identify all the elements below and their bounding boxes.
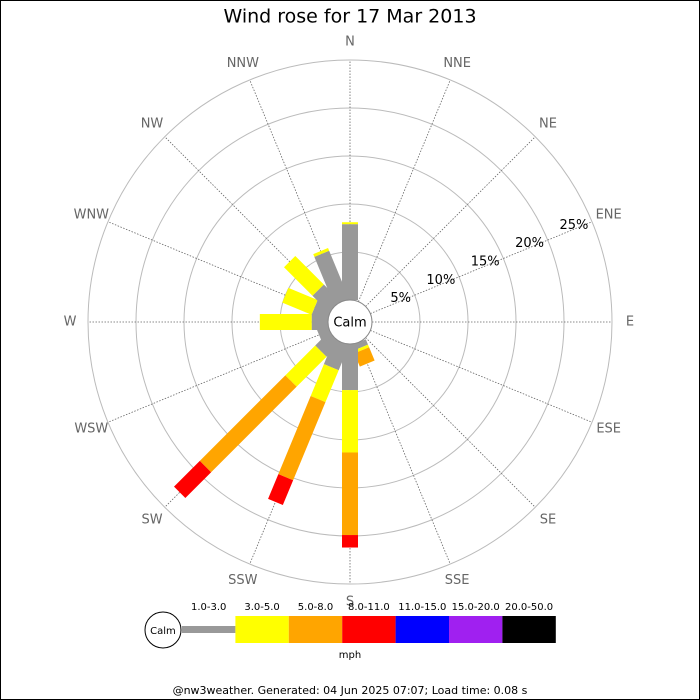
footer: @nw3weather. Generated: 04 Jun 2025 07:0… xyxy=(173,684,528,697)
r-tick-label: 10% xyxy=(426,273,455,288)
wind-bar xyxy=(315,331,341,357)
calm-label: Calm xyxy=(333,316,366,331)
direction-label: NNE xyxy=(443,56,471,71)
wind-bar xyxy=(342,224,358,300)
wind-bar xyxy=(342,535,358,548)
wind-bar xyxy=(313,248,330,257)
wind-bar xyxy=(342,452,358,536)
wind-bar xyxy=(174,460,212,498)
wind-bar xyxy=(342,222,358,225)
legend-calm xyxy=(144,611,182,649)
legend-label: 15.0-20.0 xyxy=(452,602,500,613)
wind-bar xyxy=(282,287,318,315)
spoke xyxy=(358,342,451,565)
legend-swatch xyxy=(342,616,396,643)
direction-label: WNW xyxy=(74,207,110,222)
legend-label: 11.0-15.0 xyxy=(398,602,446,613)
direction-label: E xyxy=(626,315,634,330)
r-tick-label: 25% xyxy=(559,218,588,233)
direction-label: ESE xyxy=(596,422,621,437)
wind-bar xyxy=(342,390,358,453)
rose: N NNE NE ENE E ESE SE SSE S SSW SW WSW W WNW NW NNW 5% 10… xyxy=(64,35,635,610)
legend-label: 5.0-8.0 xyxy=(298,602,333,613)
direction-label: WSW xyxy=(74,422,108,437)
wind-bar xyxy=(283,255,324,296)
legend-swatch xyxy=(288,616,343,643)
legend-swatch xyxy=(502,616,556,643)
spoke xyxy=(365,337,536,508)
legend-swatch xyxy=(235,616,289,643)
direction-label: SSW xyxy=(228,573,258,588)
wind-bar xyxy=(354,347,375,367)
legend-calm-label: Calm xyxy=(150,626,176,637)
r-tick-label: 5% xyxy=(390,291,411,306)
units: mph xyxy=(339,650,361,661)
legend-swatch xyxy=(182,626,236,633)
legend-swatch xyxy=(449,616,503,643)
legend-label: 8.0-11.0 xyxy=(348,602,390,613)
direction-label: NW xyxy=(141,117,164,132)
wind-bar xyxy=(199,375,297,473)
legend-label: 3.0-5.0 xyxy=(244,602,279,613)
legend-label: 1.0-3.0 xyxy=(191,602,226,613)
wind-bar xyxy=(268,474,294,506)
direction-label: N xyxy=(345,35,355,50)
wind-bar xyxy=(310,364,339,403)
spoke xyxy=(370,330,593,423)
spoke xyxy=(358,79,451,302)
wind-bar xyxy=(285,345,327,387)
direction-label: ENE xyxy=(596,207,622,222)
legend-swatch xyxy=(395,616,449,643)
spoke xyxy=(365,136,536,307)
r-tick-label: 15% xyxy=(471,255,500,270)
calm-circle xyxy=(327,299,373,345)
chart-title: Wind rose for 17 Mar 2013 xyxy=(223,6,476,28)
direction-label: SW xyxy=(141,512,162,527)
wind-bar xyxy=(314,250,349,305)
direction-label: SE xyxy=(540,512,556,527)
legend-label: 20.0-50.0 xyxy=(505,602,553,613)
spoke xyxy=(107,330,330,423)
r-tick-label: 20% xyxy=(515,236,544,251)
direction-label: S xyxy=(346,595,354,610)
wind-bar xyxy=(278,396,326,481)
wind-bar xyxy=(312,284,341,313)
ring xyxy=(87,59,613,585)
direction-label: SSE xyxy=(445,573,470,588)
direction-label: NE xyxy=(539,117,557,132)
direction-label: W xyxy=(64,315,77,330)
spoke xyxy=(370,221,593,314)
wind-bar xyxy=(259,314,312,330)
direction-label: NNW xyxy=(227,56,259,71)
legend: Calm 1.0-3.0 3.0-5.0 5.0-8.0 8.0-11.0 11.0-1… xyxy=(144,602,556,649)
wind-bar xyxy=(323,339,349,371)
wind-bar xyxy=(342,344,358,391)
